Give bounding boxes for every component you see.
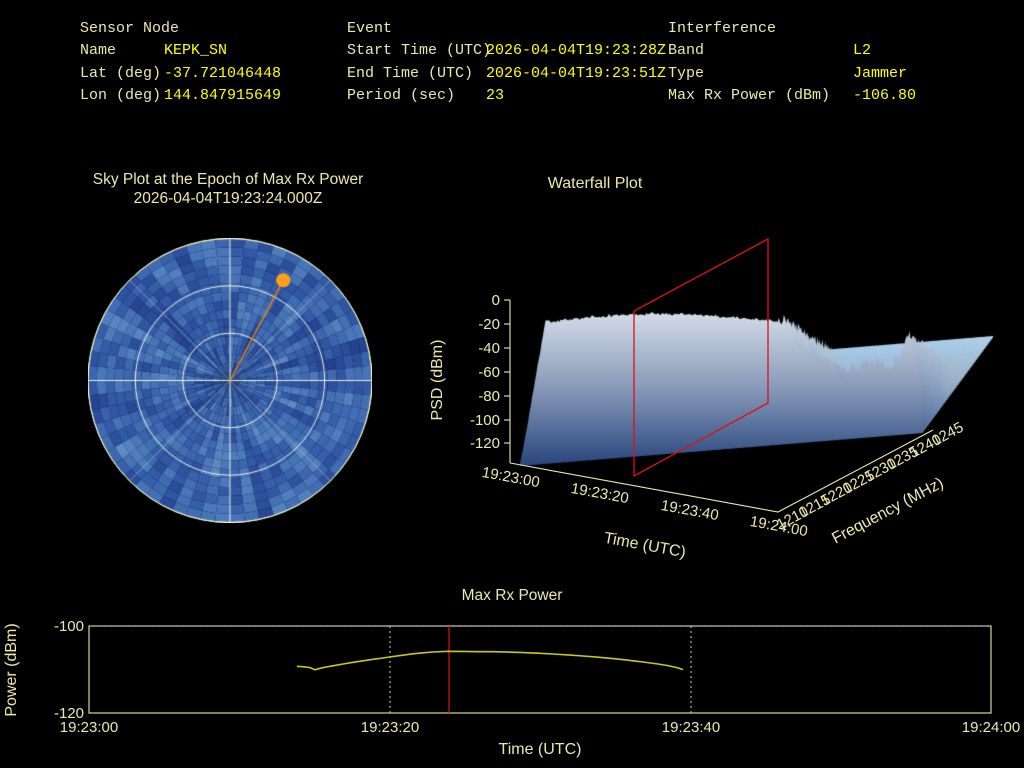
svg-text:19:23:20: 19:23:20 [361, 719, 419, 736]
svg-text:Power (dBm): Power (dBm) [3, 623, 20, 716]
svg-text:19:23:00: 19:23:00 [60, 719, 118, 736]
svg-text:19:24:00: 19:24:00 [962, 719, 1020, 736]
svg-text:Time (UTC): Time (UTC) [499, 741, 582, 758]
svg-text:-100: -100 [54, 620, 84, 635]
svg-text:19:23:40: 19:23:40 [662, 719, 720, 736]
